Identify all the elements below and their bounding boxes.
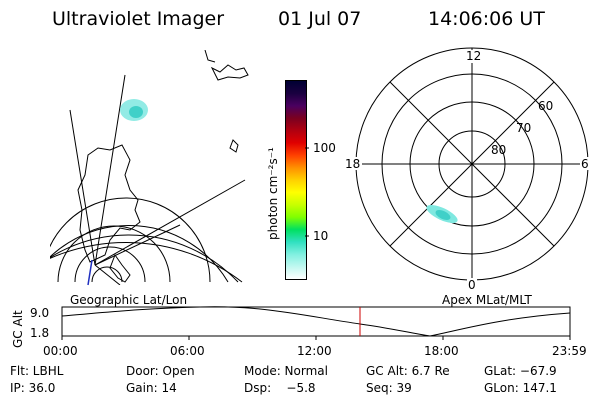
status-seq: Seq: 39 bbox=[366, 381, 412, 395]
altitude-tick-9: 9.0 bbox=[30, 306, 49, 320]
meridian bbox=[94, 224, 181, 266]
colorbar-unit-label: photon cm⁻²s⁻¹ bbox=[266, 147, 280, 240]
time-tick-2359: 23:59 bbox=[552, 344, 587, 358]
altitude-y-label: GC Alt bbox=[11, 310, 25, 348]
geographic-map bbox=[50, 50, 249, 286]
altitude-tick-1-8: 1.8 bbox=[30, 326, 49, 340]
coastline bbox=[210, 64, 249, 81]
color-scale-unit: photon cm⁻²s⁻¹ bbox=[266, 147, 280, 240]
time-tick-1200: 12:00 bbox=[297, 344, 332, 358]
meridian bbox=[94, 179, 246, 266]
date-label: 01 Jul 07 bbox=[278, 8, 362, 30]
lat-ring bbox=[50, 234, 239, 283]
mlat-80: 80 bbox=[491, 143, 506, 157]
status-gc-alt: GC Alt: 6.7 Re bbox=[366, 364, 450, 378]
color-scale-ticks: 100 10 bbox=[305, 141, 336, 243]
coastline bbox=[229, 139, 239, 153]
geo-map-label: Geographic Lat/Lon bbox=[70, 293, 188, 307]
altitude-frame bbox=[61, 306, 571, 337]
status-glon: GLon: 147.1 bbox=[484, 381, 557, 395]
mlt-18: 18 bbox=[345, 157, 360, 171]
coastline bbox=[77, 144, 141, 263]
status-dsp: Dsp: −5.8 bbox=[244, 381, 316, 395]
status-filter: Flt: LBHL bbox=[10, 364, 64, 378]
time-label: 14:06:06 UT bbox=[428, 8, 545, 30]
colorbar-tick-100: 100 bbox=[313, 141, 336, 155]
status-mode: Mode: Normal bbox=[244, 364, 328, 378]
lat-ring bbox=[74, 246, 146, 283]
polar-aurora-core bbox=[435, 210, 451, 220]
altitude-curve bbox=[61, 306, 571, 337]
time-tick-0600: 06:00 bbox=[170, 344, 205, 358]
status-door: Door: Open bbox=[126, 364, 195, 378]
orbit-track bbox=[87, 259, 93, 286]
status-gain: Gain: 14 bbox=[126, 381, 177, 395]
polar-plot-label: Apex MLat/MLT bbox=[442, 293, 532, 307]
mlt-12: 12 bbox=[466, 49, 481, 63]
aurora-core bbox=[129, 106, 143, 118]
lat-ring bbox=[50, 241, 243, 283]
coastline bbox=[109, 253, 131, 283]
polar-plot: 12 18 6 0 60 70 80 bbox=[344, 47, 590, 292]
instrument-title: Ultraviolet Imager bbox=[52, 8, 225, 30]
status-glat: GLat: −67.9 bbox=[484, 364, 557, 378]
lat-ring bbox=[50, 225, 229, 283]
meridian bbox=[94, 74, 126, 266]
meridian bbox=[94, 264, 121, 285]
altitude-timeline: GC Alt 9.0 1.8 00:00 06:00 12:00 18:00 2… bbox=[11, 306, 587, 358]
mlat-60: 60 bbox=[538, 99, 553, 113]
mlt-6: 6 bbox=[581, 157, 589, 171]
mlat-70: 70 bbox=[516, 121, 531, 135]
status-ip: IP: 36.0 bbox=[10, 381, 56, 395]
mlt-0: 0 bbox=[468, 278, 476, 292]
color-scale-bar bbox=[285, 80, 307, 280]
meridian bbox=[69, 109, 96, 266]
lat-ring bbox=[91, 266, 123, 283]
time-tick-1800: 18:00 bbox=[424, 344, 459, 358]
lat-ring bbox=[50, 197, 211, 283]
colorbar-tick-10: 10 bbox=[313, 229, 328, 243]
time-tick-0000: 00:00 bbox=[43, 344, 78, 358]
coastline bbox=[204, 50, 216, 63]
